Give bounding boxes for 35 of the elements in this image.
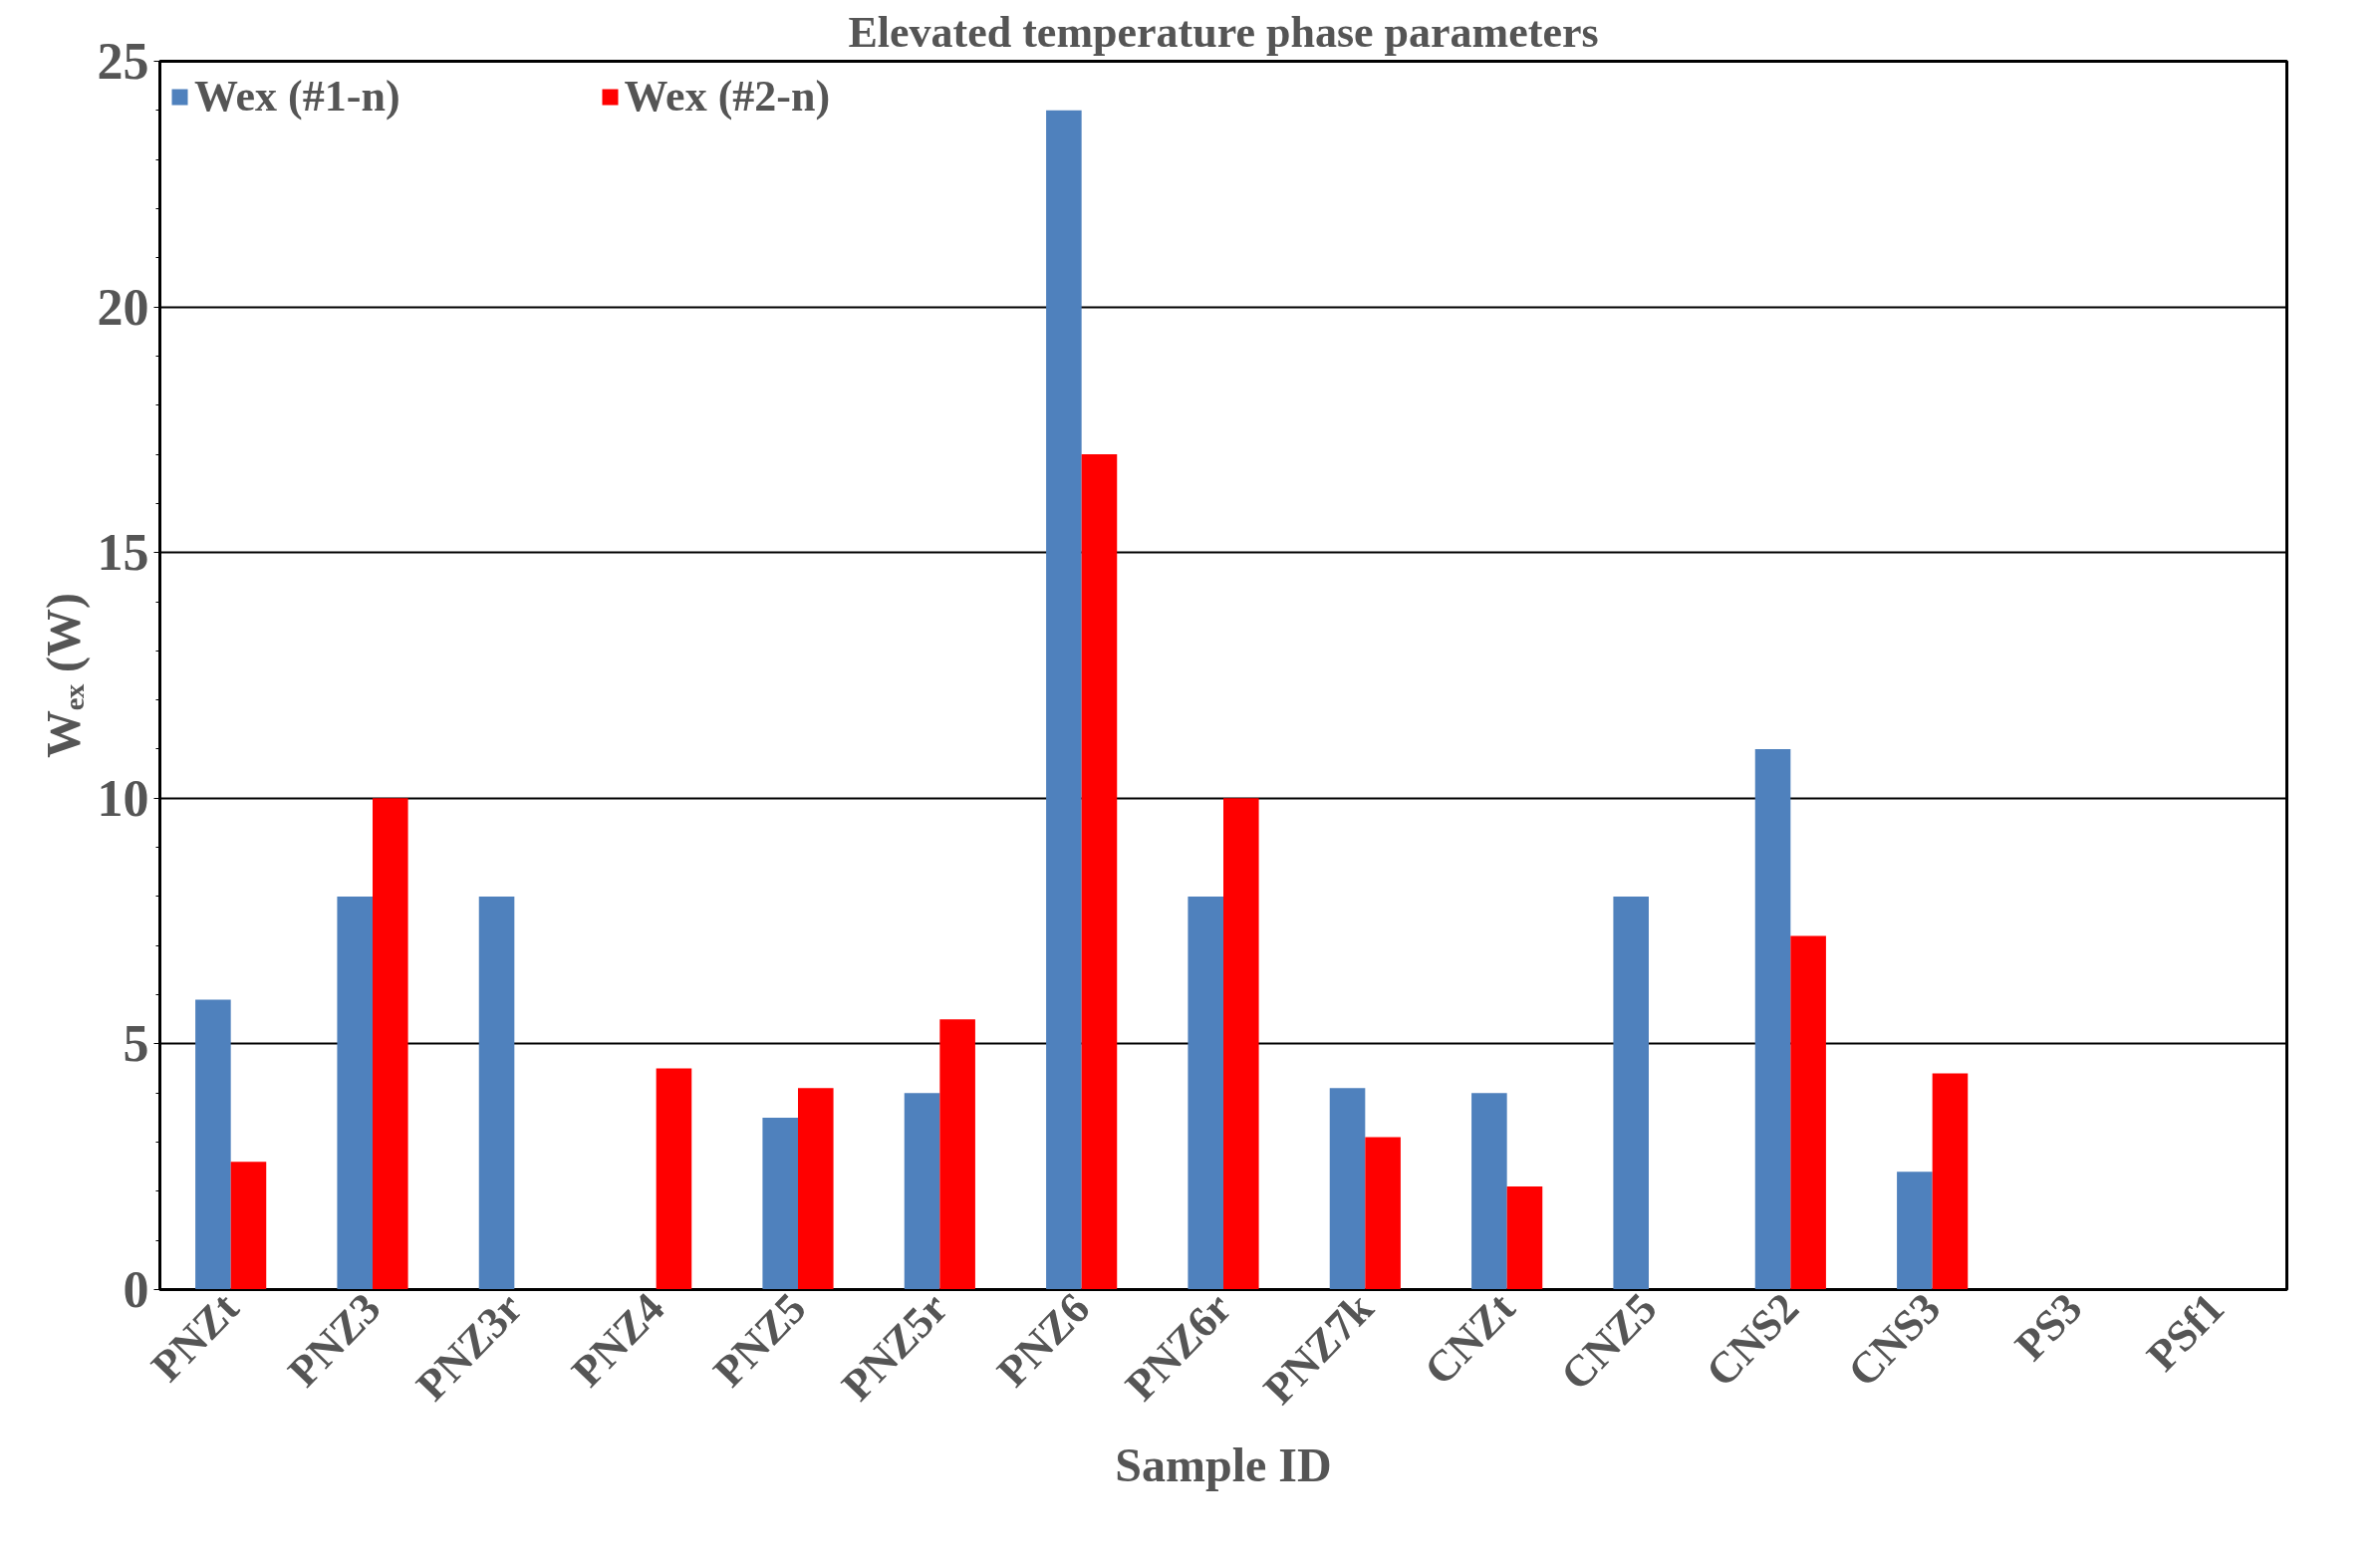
legend-label: Wex (#1-n) — [194, 71, 400, 122]
bar — [1081, 454, 1118, 1290]
y-axis-title: Wₑₓ (W) — [36, 592, 91, 759]
y-tick-label: 5 — [123, 1015, 149, 1073]
y-tick-label: 10 — [97, 769, 149, 827]
y-tick-label: 0 — [123, 1261, 149, 1318]
chart-title: Elevated temperature phase parameters — [848, 7, 1599, 57]
bar — [195, 999, 231, 1290]
y-tick-label: 25 — [97, 33, 149, 90]
bar — [373, 798, 408, 1290]
bar — [230, 1162, 267, 1290]
y-tick-label: 15 — [97, 524, 149, 582]
bar — [904, 1093, 940, 1290]
bar — [1754, 748, 1791, 1290]
bar — [1471, 1093, 1507, 1290]
bar — [656, 1068, 692, 1290]
bar — [1223, 798, 1259, 1290]
bar — [1897, 1172, 1933, 1290]
bar — [1329, 1088, 1366, 1290]
bar — [1506, 1185, 1543, 1290]
bar — [337, 896, 373, 1290]
bar — [939, 1019, 975, 1290]
bar — [1188, 896, 1223, 1290]
bar — [1046, 110, 1082, 1290]
x-axis-title: Sample ID — [1115, 1438, 1332, 1492]
bar — [1790, 935, 1826, 1290]
x-tick-label: PS3 — [2005, 1283, 2092, 1371]
bar — [1932, 1073, 1969, 1290]
bar — [1365, 1137, 1401, 1290]
bar — [1613, 896, 1649, 1290]
bar — [798, 1088, 834, 1290]
bar — [762, 1117, 798, 1290]
legend-label: Wex (#2-n) — [624, 71, 831, 122]
y-tick-label: 20 — [97, 278, 149, 336]
bar — [478, 896, 515, 1290]
